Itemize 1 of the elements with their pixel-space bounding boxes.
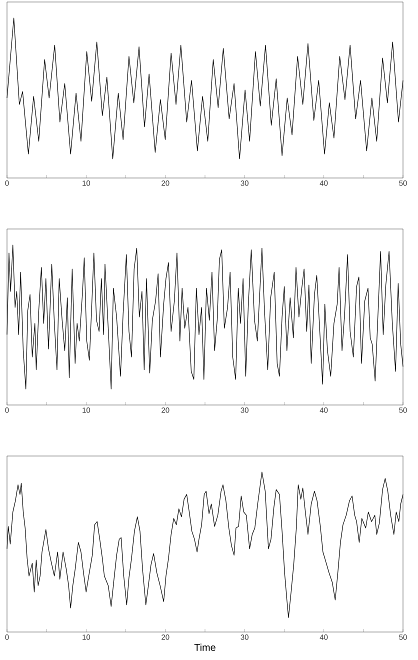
x-axis-title: Time [194,644,216,651]
